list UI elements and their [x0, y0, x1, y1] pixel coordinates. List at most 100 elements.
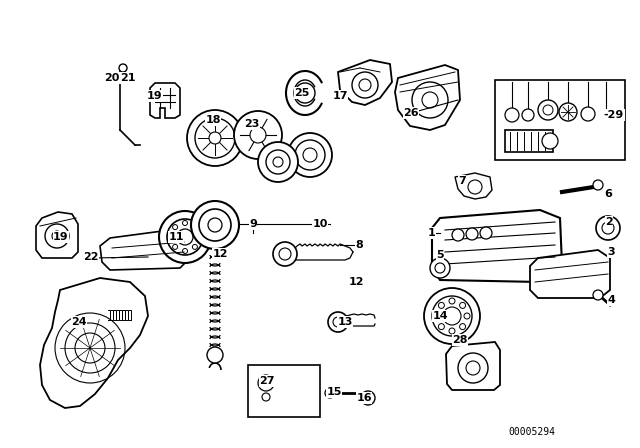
Circle shape — [359, 79, 371, 91]
Circle shape — [173, 245, 178, 250]
Circle shape — [193, 224, 197, 230]
Text: 4: 4 — [607, 295, 615, 305]
Text: 2: 2 — [605, 217, 613, 227]
Text: 14: 14 — [432, 311, 448, 321]
Circle shape — [45, 224, 69, 248]
Text: 00005294: 00005294 — [508, 427, 555, 437]
Circle shape — [262, 393, 270, 401]
Circle shape — [182, 220, 188, 225]
Circle shape — [559, 103, 577, 121]
Text: 12: 12 — [212, 249, 228, 259]
Circle shape — [432, 296, 472, 336]
Circle shape — [199, 209, 231, 241]
Circle shape — [458, 353, 488, 383]
Circle shape — [449, 328, 455, 334]
Circle shape — [466, 361, 480, 375]
Circle shape — [209, 132, 221, 144]
Polygon shape — [40, 278, 148, 408]
Circle shape — [273, 242, 297, 266]
Circle shape — [466, 228, 478, 240]
Text: -29: -29 — [604, 110, 624, 120]
Polygon shape — [338, 60, 392, 105]
Text: 8: 8 — [355, 240, 363, 250]
Text: 18: 18 — [205, 115, 221, 125]
Circle shape — [295, 140, 325, 170]
Circle shape — [196, 234, 202, 240]
Text: 26: 26 — [403, 108, 419, 118]
Text: 27: 27 — [259, 376, 275, 386]
Circle shape — [434, 313, 440, 319]
Text: 17: 17 — [332, 91, 348, 101]
Text: 5: 5 — [436, 250, 444, 260]
Circle shape — [279, 248, 291, 260]
Circle shape — [452, 229, 464, 241]
Circle shape — [468, 180, 482, 194]
Circle shape — [422, 92, 438, 108]
Bar — [505, 130, 553, 152]
Circle shape — [191, 201, 239, 249]
Circle shape — [325, 388, 335, 398]
Circle shape — [438, 323, 444, 330]
Polygon shape — [530, 250, 610, 298]
Text: 13: 13 — [337, 317, 353, 327]
Circle shape — [328, 312, 348, 332]
Text: 22: 22 — [83, 252, 99, 262]
Circle shape — [207, 347, 223, 363]
Text: 19: 19 — [53, 232, 69, 242]
Text: 1: 1 — [428, 228, 436, 238]
Polygon shape — [150, 83, 180, 118]
Circle shape — [167, 219, 203, 255]
Circle shape — [177, 229, 193, 245]
Circle shape — [430, 258, 450, 278]
Circle shape — [273, 157, 283, 167]
Polygon shape — [455, 173, 492, 199]
Text: 9: 9 — [249, 219, 257, 229]
Circle shape — [412, 82, 448, 118]
Circle shape — [303, 148, 317, 162]
Text: 12: 12 — [348, 277, 364, 287]
Circle shape — [596, 216, 620, 240]
Bar — [495, 80, 625, 160]
Circle shape — [193, 245, 197, 250]
Text: 28: 28 — [452, 335, 468, 345]
Text: 3: 3 — [607, 247, 615, 257]
Circle shape — [505, 108, 519, 122]
Circle shape — [52, 231, 62, 241]
Text: 20: 20 — [104, 73, 120, 83]
Circle shape — [538, 100, 558, 120]
Polygon shape — [100, 230, 186, 270]
Text: 19: 19 — [147, 91, 163, 101]
Circle shape — [542, 133, 558, 149]
Circle shape — [543, 105, 553, 115]
Circle shape — [182, 249, 188, 254]
Polygon shape — [395, 65, 460, 130]
Circle shape — [449, 298, 455, 304]
Text: 16: 16 — [356, 393, 372, 403]
Circle shape — [208, 218, 222, 232]
Circle shape — [443, 307, 461, 325]
Text: 11: 11 — [168, 232, 184, 242]
Circle shape — [365, 395, 371, 401]
Circle shape — [168, 234, 173, 240]
Circle shape — [593, 180, 603, 190]
Circle shape — [460, 302, 466, 308]
Circle shape — [250, 127, 266, 143]
Polygon shape — [446, 342, 500, 390]
Circle shape — [581, 107, 595, 121]
Circle shape — [173, 224, 178, 230]
Circle shape — [333, 317, 343, 327]
Circle shape — [352, 72, 378, 98]
Circle shape — [119, 64, 127, 72]
Circle shape — [295, 83, 315, 103]
Text: 6: 6 — [604, 189, 612, 199]
Text: 15: 15 — [326, 387, 342, 397]
Polygon shape — [36, 212, 78, 258]
Circle shape — [460, 323, 466, 330]
Circle shape — [187, 110, 243, 166]
Circle shape — [159, 211, 211, 263]
Circle shape — [195, 118, 235, 158]
Bar — [248, 365, 320, 417]
Circle shape — [602, 222, 614, 234]
Circle shape — [522, 109, 534, 121]
Text: 25: 25 — [294, 88, 310, 98]
